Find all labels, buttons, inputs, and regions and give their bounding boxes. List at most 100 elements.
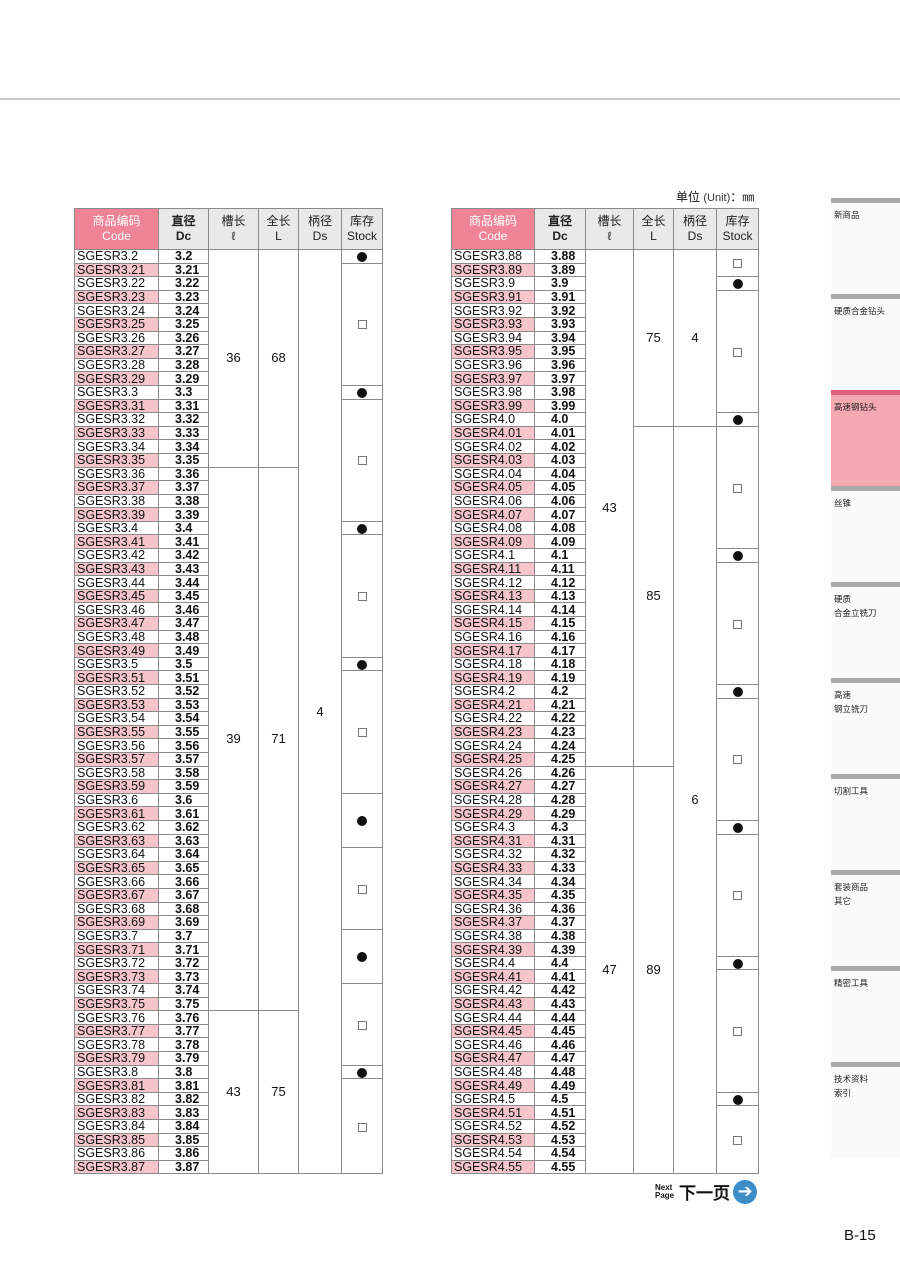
product-code: SGESR4.35 xyxy=(451,887,535,903)
product-code: SGESR4.4 xyxy=(451,955,535,971)
diameter: 4.39 xyxy=(534,942,586,957)
product-code: SGESR3.24 xyxy=(74,303,159,318)
diameter: 3.3 xyxy=(158,384,209,400)
diameter: 4.02 xyxy=(534,439,586,454)
product-code: SGESR4.09 xyxy=(451,534,535,550)
diameter: 4.42 xyxy=(534,983,586,998)
product-code: SGESR4.2 xyxy=(451,684,535,699)
product-code: SGESR3.55 xyxy=(74,724,159,740)
diameter: 3.51 xyxy=(158,670,209,685)
sidebar-tab[interactable]: 精密工具 xyxy=(831,966,900,1062)
diameter: 4.11 xyxy=(534,561,586,577)
product-code: SGESR3.68 xyxy=(74,901,159,917)
header-shank: 柄径 Ds xyxy=(673,208,717,250)
diameter: 3.32 xyxy=(158,412,209,427)
sidebar-tab[interactable]: 新商品 xyxy=(831,198,900,294)
table-row: SGESR3.75 3.75 xyxy=(74,996,383,1012)
product-code: SGESR3.79 xyxy=(74,1051,159,1066)
sidebar-tab[interactable]: 高速钢钻头 xyxy=(831,390,900,486)
sidebar-tab[interactable]: 硬质合金钻头 xyxy=(831,294,900,390)
product-code: SGESR3.33 xyxy=(74,425,159,441)
diameter: 3.75 xyxy=(158,996,209,1012)
table-row: SGESR4.55 4.55 xyxy=(451,1159,759,1175)
diameter: 4.24 xyxy=(534,738,586,753)
not-stock-square-icon xyxy=(357,728,367,738)
diameter: 3.9 xyxy=(534,276,586,291)
product-code: SGESR3.85 xyxy=(74,1132,159,1148)
table-row: SGESR4.39 4.39 xyxy=(451,942,759,957)
diameter: 4.05 xyxy=(534,480,586,495)
diameter: 4.07 xyxy=(534,507,586,522)
not-stock-square-icon xyxy=(733,755,742,765)
diameter: 4.26 xyxy=(534,765,586,781)
product-code: SGESR3.86 xyxy=(74,1146,159,1161)
table-row: SGESR3.61 3.61 xyxy=(74,806,383,821)
diameter: 4.44 xyxy=(534,1010,586,1025)
table-row: SGESR4.0 4.0 xyxy=(451,412,759,427)
sidebar-tab[interactable]: 技术资料 索引 xyxy=(831,1062,900,1158)
product-code: SGESR3.29 xyxy=(74,371,159,386)
product-code: SGESR3.34 xyxy=(74,439,159,454)
sidebar-tab[interactable]: 套装商品 其它 xyxy=(831,870,900,966)
product-code: SGESR3.42 xyxy=(74,548,159,563)
sidebar-tab[interactable]: 丝锥 xyxy=(831,486,900,582)
product-code: SGESR3.28 xyxy=(74,357,159,373)
product-code: SGESR4.41 xyxy=(451,969,535,985)
stock-cell xyxy=(716,412,759,427)
header-stock-line: 库存 xyxy=(349,214,374,228)
sidebar-tab[interactable]: 高速 钢立铣刀 xyxy=(831,678,900,774)
product-code: SGESR3.31 xyxy=(74,398,159,414)
in-stock-dot-icon xyxy=(732,551,743,562)
diameter: 3.53 xyxy=(158,697,209,713)
in-stock-dot-icon xyxy=(357,952,367,963)
table-row: SGESR4.01 4.01 85 6 xyxy=(451,425,759,1175)
table-row: SGESR3.22 3.22 xyxy=(74,276,383,291)
diameter: 4.47 xyxy=(534,1051,586,1066)
shank-value: 4 xyxy=(298,248,342,1175)
diameter: 3.79 xyxy=(158,1051,209,1066)
stock-cell xyxy=(716,819,759,835)
in-stock-dot-icon xyxy=(732,279,743,290)
diameter: 3.65 xyxy=(158,860,209,876)
table-row: SGESR3.77 3.77 xyxy=(74,1023,383,1039)
diameter: 3.54 xyxy=(158,711,209,726)
table-row: SGESR3.82 3.82 xyxy=(74,1091,383,1107)
product-code: SGESR3.35 xyxy=(74,452,159,468)
product-code: SGESR3.27 xyxy=(74,344,159,359)
diameter: 3.93 xyxy=(534,316,586,332)
header-dc: 直径 Dc xyxy=(534,208,586,250)
diameter: 3.26 xyxy=(158,330,209,346)
product-code: SGESR3.37 xyxy=(74,480,159,495)
table-row: SGESR3.29 3.29 xyxy=(74,371,383,386)
product-code: SGESR4.45 xyxy=(451,1023,535,1039)
header-shank-line: Ds xyxy=(687,229,703,243)
arrow-right-circle-icon[interactable]: ➔ xyxy=(733,1179,757,1204)
table-row: SGESR4.37 4.37 xyxy=(451,915,759,930)
product-code: SGESR4.5 xyxy=(451,1091,535,1107)
table-row: SGESR3.36 3.36 39 71 xyxy=(74,466,383,1012)
diameter: 4.21 xyxy=(534,697,586,713)
product-code: SGESR4.24 xyxy=(451,738,535,753)
not-stock-square-icon xyxy=(733,347,742,357)
table-row: SGESR3.78 3.78 xyxy=(74,1037,383,1053)
length-value: 71 xyxy=(258,466,299,1012)
table-row: SGESR4.04 4.04 xyxy=(451,466,759,482)
shank-value: 6 xyxy=(673,425,717,1175)
next-page-link[interactable]: Next Page 下一页 ➔ xyxy=(655,1179,757,1204)
sidebar-tab[interactable]: 硬质 合金立铣刀 xyxy=(831,582,900,678)
in-stock-dot-icon xyxy=(357,1067,367,1078)
product-code: SGESR4.1 xyxy=(451,548,535,563)
product-code: SGESR3.76 xyxy=(74,1010,159,1025)
diameter: 4.13 xyxy=(534,588,586,604)
not-stock-square-icon xyxy=(357,884,367,894)
diameter: 3.94 xyxy=(534,330,586,346)
header-flute: 槽长 ℓ xyxy=(208,208,259,250)
product-code: SGESR3.54 xyxy=(74,711,159,726)
diameter: 4.09 xyxy=(534,534,586,550)
product-code: SGESR4.17 xyxy=(451,643,535,658)
diameter: 3.35 xyxy=(158,452,209,468)
product-code: SGESR3.98 xyxy=(451,384,535,400)
sidebar-tab[interactable]: 切割工具 xyxy=(831,774,900,870)
stock-cell xyxy=(341,520,383,536)
stock-cell xyxy=(341,534,383,658)
